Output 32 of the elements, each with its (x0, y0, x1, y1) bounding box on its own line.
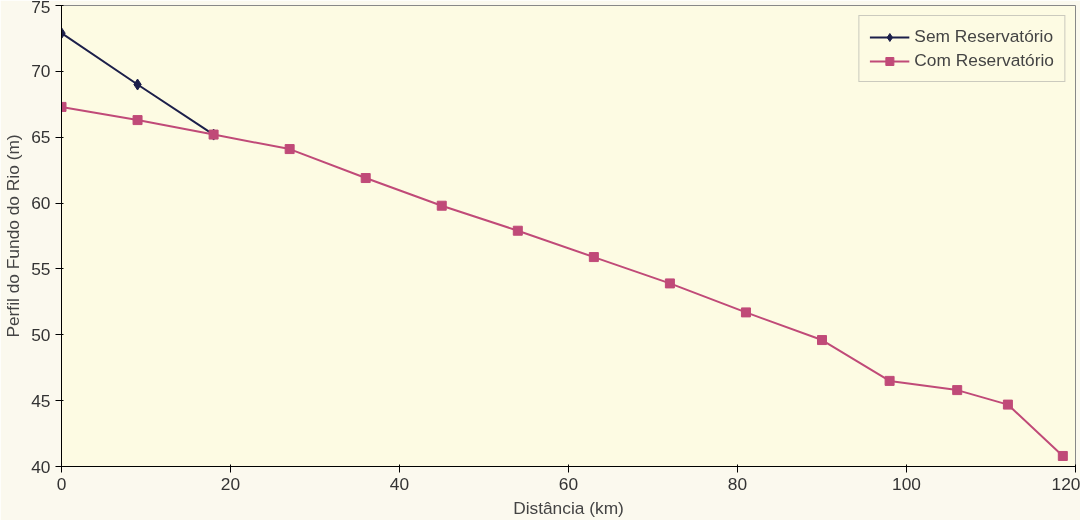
point (664, 278, 675, 289)
x-tick-label: 100 (892, 473, 921, 494)
point (436, 200, 447, 211)
y-tick-label: 65 (31, 127, 51, 148)
point (952, 385, 963, 396)
point (132, 115, 143, 126)
x-tick-label: 60 (558, 473, 579, 494)
y-tick-label: 70 (31, 61, 51, 82)
y-tick-label: 60 (31, 193, 51, 214)
y-tick-label: 45 (31, 390, 51, 411)
x-axis-title: Distância (km) (513, 497, 624, 518)
y-tick-label: 55 (31, 258, 51, 279)
point (512, 225, 523, 236)
legend-label: Sem Reservatório (914, 26, 1054, 47)
x-tick-label: 80 (727, 473, 748, 494)
point (740, 307, 751, 318)
point (884, 375, 895, 386)
point (1057, 450, 1068, 461)
x-tick-label: 20 (220, 473, 241, 494)
y-axis-title: Perfil do Fundo do Rio (m) (3, 134, 24, 338)
x-tick-label: 0 (56, 473, 67, 494)
point (1002, 399, 1013, 410)
x-tick-label: 40 (389, 473, 410, 494)
y-tick-label: 40 (31, 456, 51, 477)
point (360, 173, 371, 184)
x-tick-label: 120 (1051, 473, 1081, 494)
y-tick-label: 75 (31, 0, 51, 17)
point (588, 252, 599, 263)
legend-label: Com Reservatório (914, 50, 1054, 71)
y-tick-label: 50 (31, 324, 51, 345)
point (817, 335, 827, 346)
point (284, 144, 295, 155)
